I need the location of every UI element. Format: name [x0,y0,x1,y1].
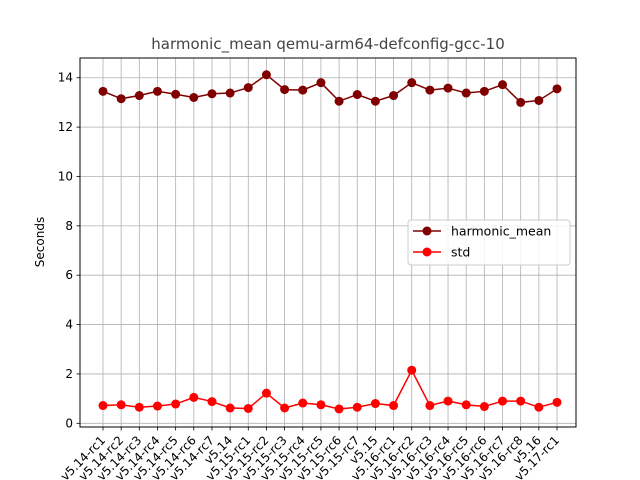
data-point-harmonic-mean [316,78,326,88]
data-point-harmonic-mean [171,89,181,99]
data-point-harmonic-mean [298,85,308,95]
data-point-std [443,396,453,406]
y-axis-label: Seconds [33,217,47,267]
plot-frame [79,57,577,428]
data-point-harmonic-mean [498,80,508,90]
y-tick-label: 2 [65,367,73,381]
data-point-std [134,402,144,412]
data-point-harmonic-mean [516,97,526,107]
data-point-std [334,404,344,414]
y-tick-label: 4 [65,318,73,332]
data-point-std [552,397,562,407]
data-point-harmonic-mean [425,85,435,95]
data-point-harmonic-mean [407,78,417,88]
legend-box [407,219,571,266]
y-tick-label: 12 [58,120,73,134]
data-point-harmonic-mean [443,83,453,93]
y-axis: 0 2 4 6 8 10 12 14 [58,71,80,430]
y-tick-label: 6 [65,268,73,282]
data-point-std [461,400,471,410]
data-point-harmonic-mean [189,92,199,102]
series-line-harmonic-mean [102,73,558,104]
data-point-std [298,398,308,408]
data-point-harmonic-mean [461,88,471,98]
data-point-std [407,365,417,375]
legend-marker-std [422,247,432,257]
data-point-std [261,388,271,398]
data-point-harmonic-mean [534,95,544,105]
data-point-std [116,400,126,410]
data-point-harmonic-mean [243,83,253,93]
data-point-harmonic-mean [552,84,562,94]
data-point-harmonic-mean [225,88,235,98]
data-point-std [207,397,217,407]
data-point-harmonic-mean [370,96,380,106]
legend-label-std: std [451,245,470,260]
data-point-std [479,402,489,412]
data-point-harmonic-mean [116,94,126,104]
chart-title: harmonic_mean qemu-arm64-defconfig-gcc-1… [151,35,504,54]
data-point-std [171,399,181,409]
data-point-harmonic-mean [479,86,489,96]
data-point-std [316,400,326,410]
legend-marker-harmonic-mean [422,226,432,236]
data-point-std [243,403,253,413]
y-tick-label: 8 [65,219,73,233]
data-point-harmonic-mean [261,70,271,80]
y-tick-label: 10 [58,169,73,183]
data-point-std [389,401,399,411]
data-point-std [225,403,235,413]
data-point-std [352,402,362,412]
data-point-harmonic-mean [207,89,217,99]
data-point-harmonic-mean [98,86,108,96]
y-tick-label: 0 [65,416,73,430]
data-point-std [189,392,199,402]
y-tick-label: 14 [58,71,73,85]
data-point-harmonic-mean [152,86,162,96]
legend: harmonic_mean std [407,219,571,266]
data-point-harmonic-mean [134,91,144,101]
data-point-harmonic-mean [352,90,362,100]
data-point-harmonic-mean [389,91,399,101]
data-point-std [516,396,526,406]
x-axis: v5.14-rc1v5.14-rc2v5.14-rc3v5.14-rc4v5.1… [58,427,562,480]
data-point-std [425,401,435,411]
series-layer [98,70,562,414]
data-point-harmonic-mean [334,96,344,106]
series-line-std [102,368,558,410]
data-point-std [498,396,508,406]
data-point-std [152,401,162,411]
data-point-std [280,403,290,413]
data-point-std [98,401,108,411]
data-point-std [534,402,544,412]
legend-label-harmonic-mean: harmonic_mean [451,224,551,239]
data-point-harmonic-mean [280,85,290,95]
data-point-std [370,399,380,409]
